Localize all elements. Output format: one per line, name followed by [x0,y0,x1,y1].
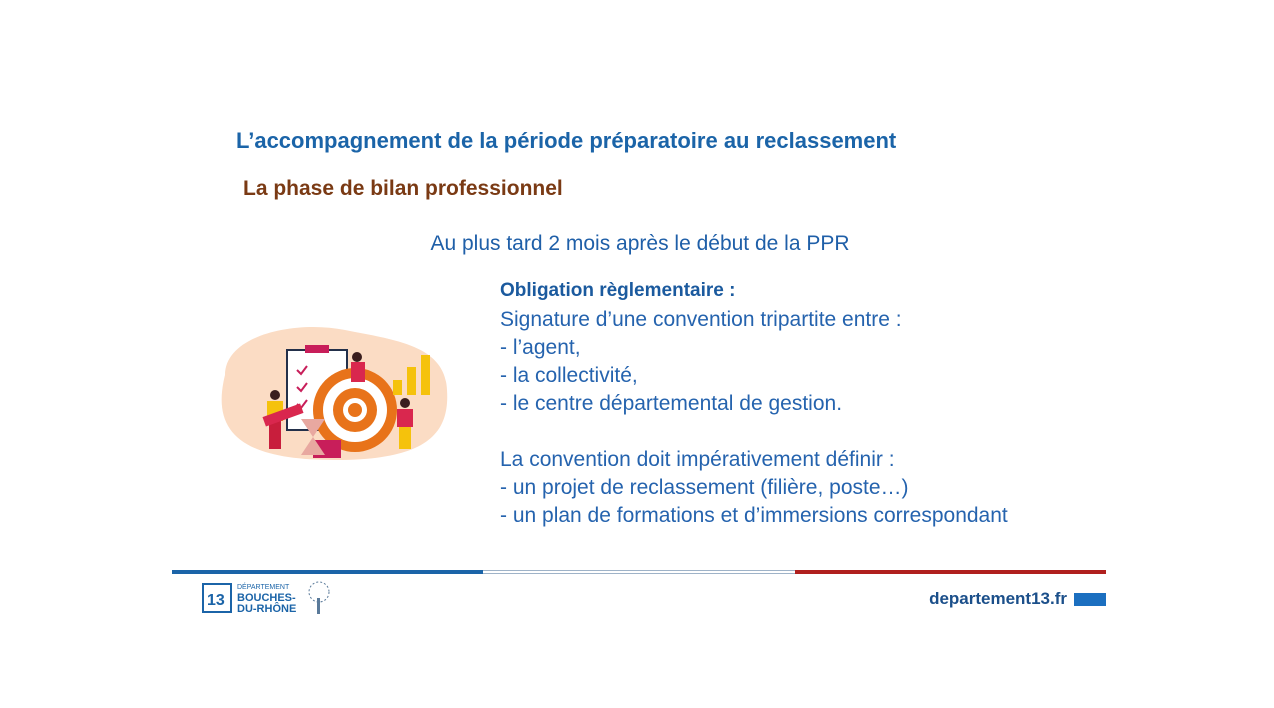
obligation-heading: Obligation règlementaire : [500,280,736,301]
department-logo: 13 DÉPARTEMENT BOUCHES- DU-RHÔNE [195,580,340,621]
body-line: - un projet de reclassement (filière, po… [500,476,909,499]
footer-bar-blue [172,570,483,574]
body-line: La convention doit impérativement défini… [500,448,895,471]
svg-text:DU-RHÔNE: DU-RHÔNE [237,602,296,615]
footer-bar-red [795,570,1106,574]
slide-title: L’accompagnement de la période préparato… [236,128,897,153]
body-line: Signature d’une convention tripartite en… [500,308,902,331]
footer-bar-white [483,570,795,574]
body-line: - le centre départemental de gestion. [500,392,843,415]
slide-subtitle: La phase de bilan professionnel [243,177,563,200]
svg-text:BOUCHES-: BOUCHES- [237,592,296,604]
target-illustration [221,327,448,460]
timing-text: Au plus tard 2 mois après le début de la… [430,232,850,255]
svg-text:13: 13 [207,592,225,609]
body-line: - la collectivité, [500,364,638,387]
body-line: - l’agent, [500,336,581,359]
body-line: - un plan de formations et d’immersions … [500,504,1008,527]
footer-blue-block [1074,593,1106,606]
department-website-link[interactable]: departement13.fr [929,589,1067,608]
svg-text:DÉPARTEMENT: DÉPARTEMENT [237,582,290,591]
